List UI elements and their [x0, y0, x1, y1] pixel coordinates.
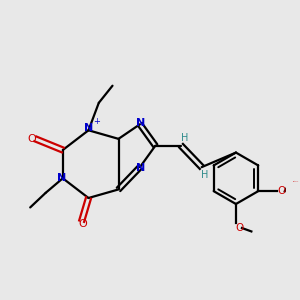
Text: +: + [94, 117, 100, 126]
Text: H: H [181, 133, 188, 143]
Text: N: N [136, 163, 146, 173]
Text: N: N [57, 173, 67, 183]
Text: H: H [201, 170, 209, 180]
Text: O: O [28, 134, 36, 144]
Text: O: O [278, 186, 286, 196]
Text: O: O [235, 223, 244, 233]
Text: N: N [84, 123, 93, 133]
Text: methoxy: methoxy [293, 181, 299, 182]
Text: O: O [78, 219, 87, 229]
Text: N: N [136, 118, 146, 128]
